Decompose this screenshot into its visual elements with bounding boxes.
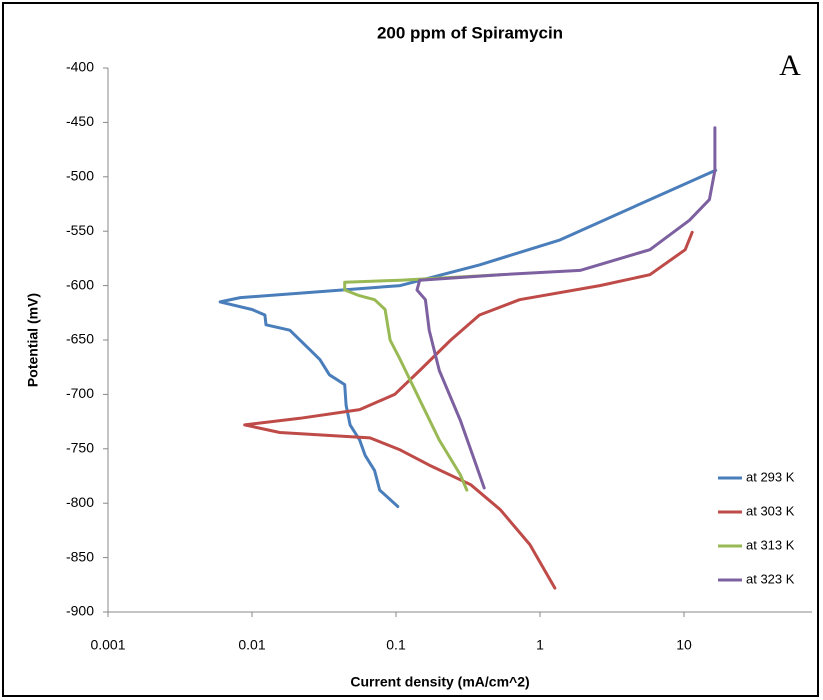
x-tick-label: 1: [536, 637, 544, 653]
legend-label: at 303 K: [746, 503, 795, 518]
series-line: [343, 273, 502, 492]
chart-title: 200 ppm of Spiramycin: [377, 23, 563, 42]
x-tick-label: 0.001: [90, 637, 125, 653]
y-tick-label: -650: [66, 331, 94, 347]
y-tick-label: -450: [66, 113, 94, 129]
y-tick-label: -850: [66, 548, 94, 564]
x-tick-label: 10: [676, 637, 692, 653]
annotation: A: [779, 49, 801, 82]
y-tick-label: -800: [66, 494, 94, 510]
x-tick-label: 0.01: [238, 637, 265, 653]
y-axis-label: Potential (mV): [25, 293, 41, 387]
y-tick-label: -550: [66, 222, 94, 238]
y-tick-label: -900: [66, 603, 94, 619]
x-axis-label: Current density (mA/cm^2): [350, 674, 529, 690]
series-line: [218, 168, 718, 508]
y-tick-label: -750: [66, 440, 94, 456]
legend-label: at 323 K: [746, 571, 795, 586]
y-tick-label: -400: [66, 59, 94, 75]
series-line: [415, 126, 717, 490]
legend-label: at 313 K: [746, 537, 795, 552]
y-tick-label: -500: [66, 168, 94, 184]
x-tick-label: 0.1: [386, 637, 406, 653]
y-tick-label: -600: [66, 276, 94, 292]
legend-label: at 293 K: [746, 469, 795, 484]
y-tick-label: -700: [66, 385, 94, 401]
